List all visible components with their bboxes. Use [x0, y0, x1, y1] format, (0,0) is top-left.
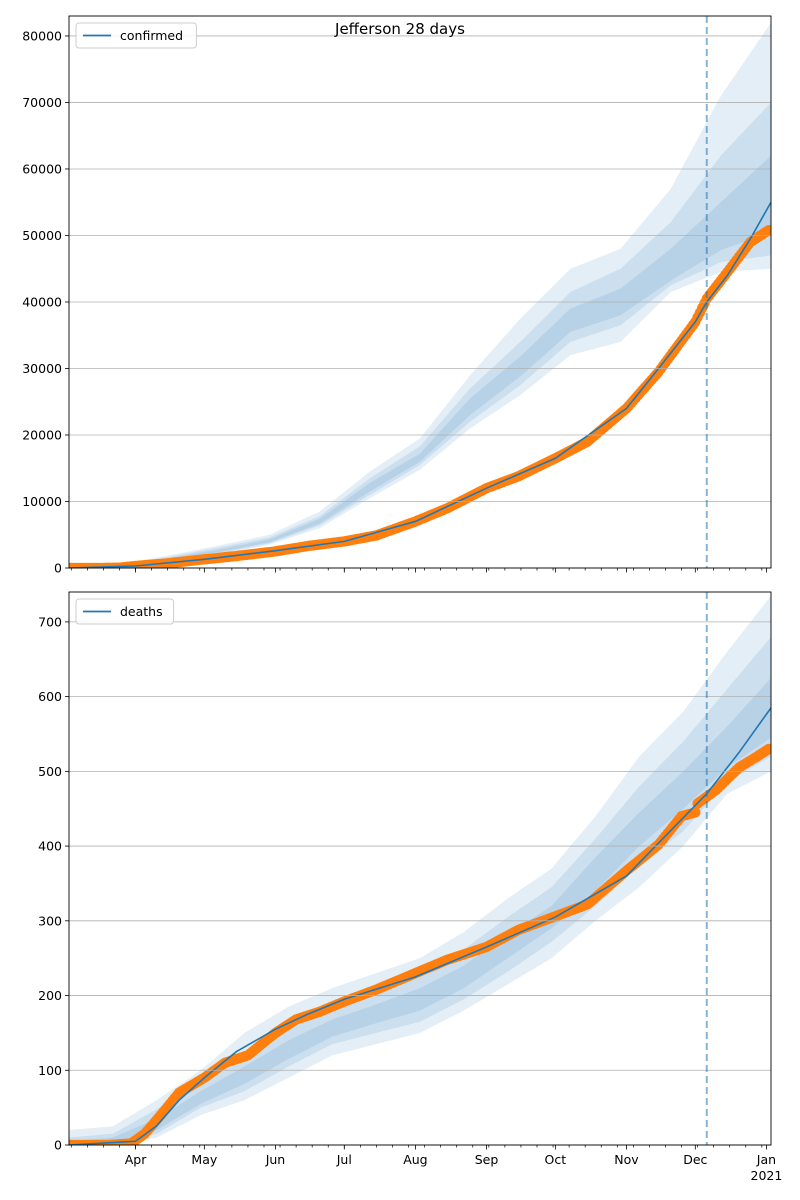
x-tick-label: Sep [475, 1152, 499, 1167]
y-tick-label: 60000 [22, 161, 62, 176]
y-tick-label: 0 [54, 1138, 62, 1153]
x-tick-label: Dec [683, 1152, 707, 1167]
band-outer [69, 595, 771, 1145]
figure-title: Jefferson 28 days [335, 20, 465, 38]
panel-1: 0 100 200 300 400 500 600 700 Apr May Jun Jul Aug Sep… [38, 591, 783, 1183]
y-tick-label: 600 [38, 689, 62, 704]
y-tick-label: 10000 [22, 494, 62, 509]
legend-label: confirmed [120, 28, 183, 43]
observed-point [690, 807, 701, 818]
legend: deaths [75, 598, 175, 625]
y-tick-label: 20000 [22, 427, 62, 442]
legend-box [75, 22, 197, 49]
x-tick-label: Jun [265, 1152, 286, 1167]
x-tick-label: Apr [125, 1152, 147, 1167]
y-tick-label: 100 [38, 1063, 62, 1078]
y-tick-label: 400 [38, 839, 62, 854]
x-tick-label: May [191, 1152, 217, 1167]
y-tick-label: 500 [38, 764, 62, 779]
x-tick-label: Jan [756, 1152, 776, 1167]
axes-frame [68, 15, 772, 569]
x-tick-label: Aug [403, 1152, 427, 1167]
plot-area [69, 595, 771, 1145]
y-tick-label: 30000 [22, 361, 62, 376]
y-tick-label: 40000 [22, 294, 62, 309]
y-tick-label: 300 [38, 913, 62, 928]
observed-point [763, 224, 771, 236]
y-tick-label: 80000 [22, 28, 62, 43]
y-tick-label: 200 [38, 988, 62, 1003]
model-line-confirmed [69, 201, 771, 568]
model-line-deaths [69, 707, 771, 1145]
band-outer [69, 22, 771, 568]
band-middle [69, 102, 771, 568]
y-tick-label: 70000 [22, 95, 62, 110]
x-year-label: 2021 [751, 1168, 783, 1183]
y-tick-label: 700 [38, 614, 62, 629]
observed-point [763, 743, 771, 755]
plot-area [69, 22, 771, 568]
x-tick-label: Jul [336, 1152, 352, 1167]
y-tick-label: 50000 [22, 228, 62, 243]
legend: confirmed [75, 22, 197, 49]
y-tick-label: 0 [54, 561, 62, 576]
panel-0: 0 10000 20000 30000 40000 50000 60000 70000 8000… [22, 15, 772, 576]
axes-frame [68, 591, 772, 1146]
band-middle [69, 636, 771, 1145]
legend-label: deaths [120, 604, 163, 619]
legend-box [75, 598, 175, 625]
x-tick-label: Oct [545, 1152, 567, 1167]
x-tick-label: Nov [614, 1152, 639, 1167]
